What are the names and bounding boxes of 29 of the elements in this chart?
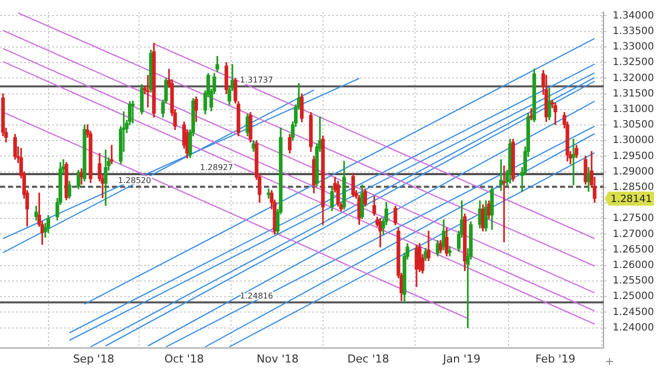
y-tick-label: 1.26500 (612, 244, 654, 256)
y-tick-label: 1.24500 (612, 306, 654, 318)
y-tick-label: 1.30500 (612, 120, 654, 131)
y-tick-label: 1.34000 (612, 10, 654, 22)
y-tick-label: 1.27500 (612, 213, 654, 224)
y-tick-label: 1.28500 (612, 182, 654, 193)
x-tick-label: Dec '18 (347, 352, 390, 366)
x-tick-label: Oct '18 (164, 352, 204, 366)
y-tick-label: 1.32000 (612, 72, 654, 84)
y-tick-label: 1.25000 (612, 291, 654, 302)
x-tick-label: Feb '19 (535, 352, 576, 366)
y-tick-label: 1.33500 (612, 26, 654, 37)
y-tick-label: 1.31500 (612, 88, 654, 100)
x-tick-label: Nov '18 (256, 352, 299, 366)
y-tick-label: 1.33000 (612, 42, 654, 53)
y-tick-label: 1.30000 (612, 135, 654, 146)
y-tick-label: 1.24000 (612, 322, 654, 334)
annotation: 1.28141 (610, 194, 652, 206)
y-tick-label: 1.31000 (612, 104, 654, 115)
y-tick-label: 1.27000 (612, 228, 654, 240)
ref-line-label: 1.31737 (240, 75, 274, 84)
y-tick-label: 1.29500 (612, 150, 654, 162)
y-tick-label: 1.26000 (612, 260, 654, 272)
y-tick-label: 1.29000 (612, 166, 654, 178)
x-tick-label: Sep '18 (72, 352, 114, 366)
x-tick-label: Jan '19 (442, 352, 481, 366)
ref-line-label: 1.28927 (200, 163, 234, 172)
y-tick-label: 1.25500 (612, 276, 654, 287)
y-tick-label: 1.32500 (612, 57, 654, 68)
